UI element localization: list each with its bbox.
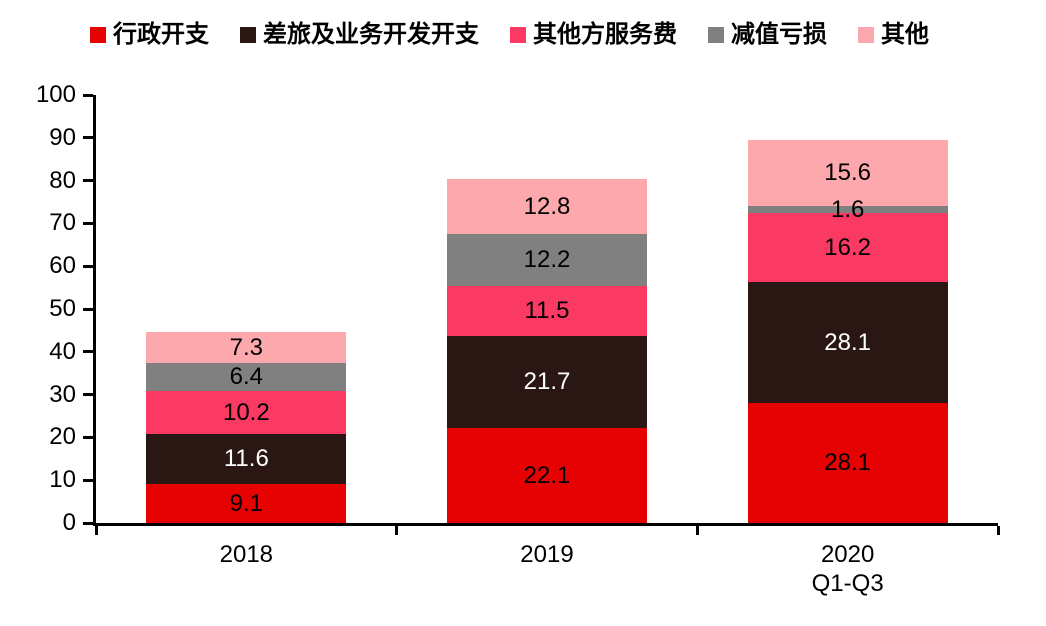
- bar-2018-segment-travel-and-business-dev-expense: 11.6: [146, 434, 347, 485]
- x-axis-line: [93, 523, 998, 526]
- chart-legend: 行政开支 差旅及业务开发开支 其他方服务费 减值亏损 其他: [90, 20, 929, 50]
- legend-item-others: 其他: [858, 20, 929, 50]
- y-axis-tick-90: [83, 136, 93, 140]
- y-axis-tick-label-20: 20: [49, 423, 76, 451]
- y-axis-tick-60: [83, 264, 93, 268]
- bar-2019-segment-others: 12.8: [447, 179, 647, 235]
- legend-label-third-party-service-fee: 其他方服务费: [533, 21, 677, 48]
- y-axis-line: [93, 95, 96, 526]
- bar-2020-segment-impairment-loss: 1.6: [747, 196, 948, 222]
- y-axis-tick-label-70: 70: [49, 209, 76, 237]
- bar-2020-segment-travel-and-business-dev-expense: 28.1: [747, 282, 948, 403]
- y-axis-tick-label-10: 10: [49, 466, 76, 494]
- legend-swatch-icon-travel-and-business-dev-expense: [240, 27, 256, 43]
- plot-area: 0 10 20 30 40 50 60 70 80 90 100 9.1 11.6 10.2 6.4 7.3 2…: [36, 81, 1000, 597]
- y-axis-tick-label-30: 30: [49, 380, 76, 408]
- y-axis-tick-80: [83, 179, 93, 183]
- bar-2020-value-label-others: 15.6: [824, 158, 872, 186]
- bar-2019-value-label-others: 12.8: [523, 192, 571, 220]
- x-axis-category-label-2018: 2018: [96, 540, 397, 569]
- bar-2018-segment-impairment-loss: 6.4: [146, 363, 347, 391]
- bar-2018-value-label-travel-and-business-dev-expense: 11.6: [223, 445, 269, 473]
- bar-2018-value-label-admin-expense: 9.1: [229, 489, 264, 517]
- y-axis-tick-10: [83, 478, 93, 482]
- y-axis-tick-100: [83, 93, 93, 97]
- bar-2019-segment-impairment-loss: 12.2: [447, 234, 647, 287]
- bar-2019-value-label-third-party-service-fee: 11.5: [524, 296, 570, 324]
- bar-2018: 9.1 11.6 10.2 6.4 7.3: [146, 332, 347, 523]
- bar-2019-segment-admin-expense: 22.1: [447, 428, 647, 523]
- bar-2020-segment-admin-expense: 28.1: [747, 402, 948, 523]
- y-axis-tick-0: [83, 521, 93, 525]
- x-axis-category-label-line2: Q1-Q3: [811, 570, 884, 597]
- legend-swatch-icon-others: [858, 27, 874, 43]
- legend-swatch-icon-admin-expense: [90, 27, 106, 43]
- x-axis-category-label-line1: 2020: [820, 541, 875, 568]
- x-axis-category-label-2019: 2019: [397, 540, 698, 569]
- y-axis-tick-20: [83, 435, 93, 439]
- legend-swatch-icon-impairment-loss: [708, 27, 724, 43]
- bar-2018-value-label-others: 7.3: [229, 333, 264, 361]
- y-axis-tick-label-50: 50: [49, 295, 76, 322]
- bar-2019-value-label-travel-and-business-dev-expense: 21.7: [523, 367, 571, 395]
- legend-item-impairment-loss: 减值亏损: [708, 20, 827, 50]
- bar-2018-value-label-third-party-service-fee: 10.2: [222, 398, 270, 426]
- bar-2019-value-label-admin-expense: 22.1: [523, 461, 571, 489]
- x-axis-tick-1: [395, 526, 399, 535]
- bar-2020-value-label-admin-expense: 28.1: [824, 448, 872, 476]
- x-axis-tick-2: [695, 526, 699, 535]
- bar-2018-segment-admin-expense: 9.1: [146, 484, 347, 523]
- legend-swatch-icon-third-party-service-fee: [510, 27, 526, 43]
- bar-2019-value-label-impairment-loss: 12.2: [523, 246, 571, 274]
- legend-label-admin-expense: 行政开支: [113, 21, 209, 48]
- y-axis-tick-label-0: 0: [62, 509, 76, 536]
- bar-2019-segment-third-party-service-fee: 11.5: [447, 286, 647, 336]
- bar-2020-value-label-travel-and-business-dev-expense: 28.1: [824, 328, 872, 356]
- legend-item-travel-and-business-dev-expense: 差旅及业务开发开支: [240, 20, 479, 50]
- bar-2020: 28.1 28.1 16.2 1.6 15.6: [747, 139, 948, 523]
- bar-2019-segment-travel-and-business-dev-expense: 21.7: [447, 335, 647, 429]
- legend-label-travel-and-business-dev-expense: 差旅及业务开发开支: [263, 21, 479, 48]
- legend-label-impairment-loss: 减值亏损: [731, 21, 827, 48]
- y-axis-tick-label-60: 60: [49, 252, 76, 280]
- bar-2018-segment-others: 7.3: [146, 332, 347, 364]
- x-axis-tick-3: [996, 526, 1000, 535]
- x-axis-tick-0: [94, 526, 98, 535]
- x-axis-category-label-2020: 2020 Q1-Q3: [697, 540, 998, 598]
- y-axis-tick-label-40: 40: [49, 337, 76, 365]
- legend-label-others: 其他: [881, 21, 929, 48]
- y-axis-tick-40: [83, 350, 93, 354]
- bar-2020-value-label-third-party-service-fee: 16.2: [824, 233, 872, 261]
- y-axis-tick-label-80: 80: [49, 166, 76, 194]
- bar-2020-segment-others: 15.6: [747, 139, 948, 207]
- legend-item-admin-expense: 行政开支: [90, 20, 209, 50]
- x-axis-category-label-line1: 2019: [520, 541, 574, 568]
- legend-item-third-party-service-fee: 其他方服务费: [510, 20, 677, 50]
- y-axis-tick-label-90: 90: [49, 123, 76, 151]
- y-axis-tick-70: [83, 221, 93, 225]
- y-axis-tick-label-100: 100: [35, 81, 76, 108]
- y-axis-tick-50: [83, 307, 93, 311]
- bar-2019: 22.1 21.7 11.5 12.2 12.8: [447, 179, 647, 523]
- y-axis-tick-30: [83, 393, 93, 397]
- bar-2020-segment-third-party-service-fee: 16.2: [747, 213, 948, 283]
- bar-2020-value-label-impairment-loss: 1.6: [830, 195, 865, 223]
- x-axis-category-label-line1: 2018: [219, 541, 274, 568]
- bar-2018-segment-third-party-service-fee: 10.2: [146, 390, 347, 435]
- bar-2018-value-label-impairment-loss: 6.4: [229, 363, 264, 391]
